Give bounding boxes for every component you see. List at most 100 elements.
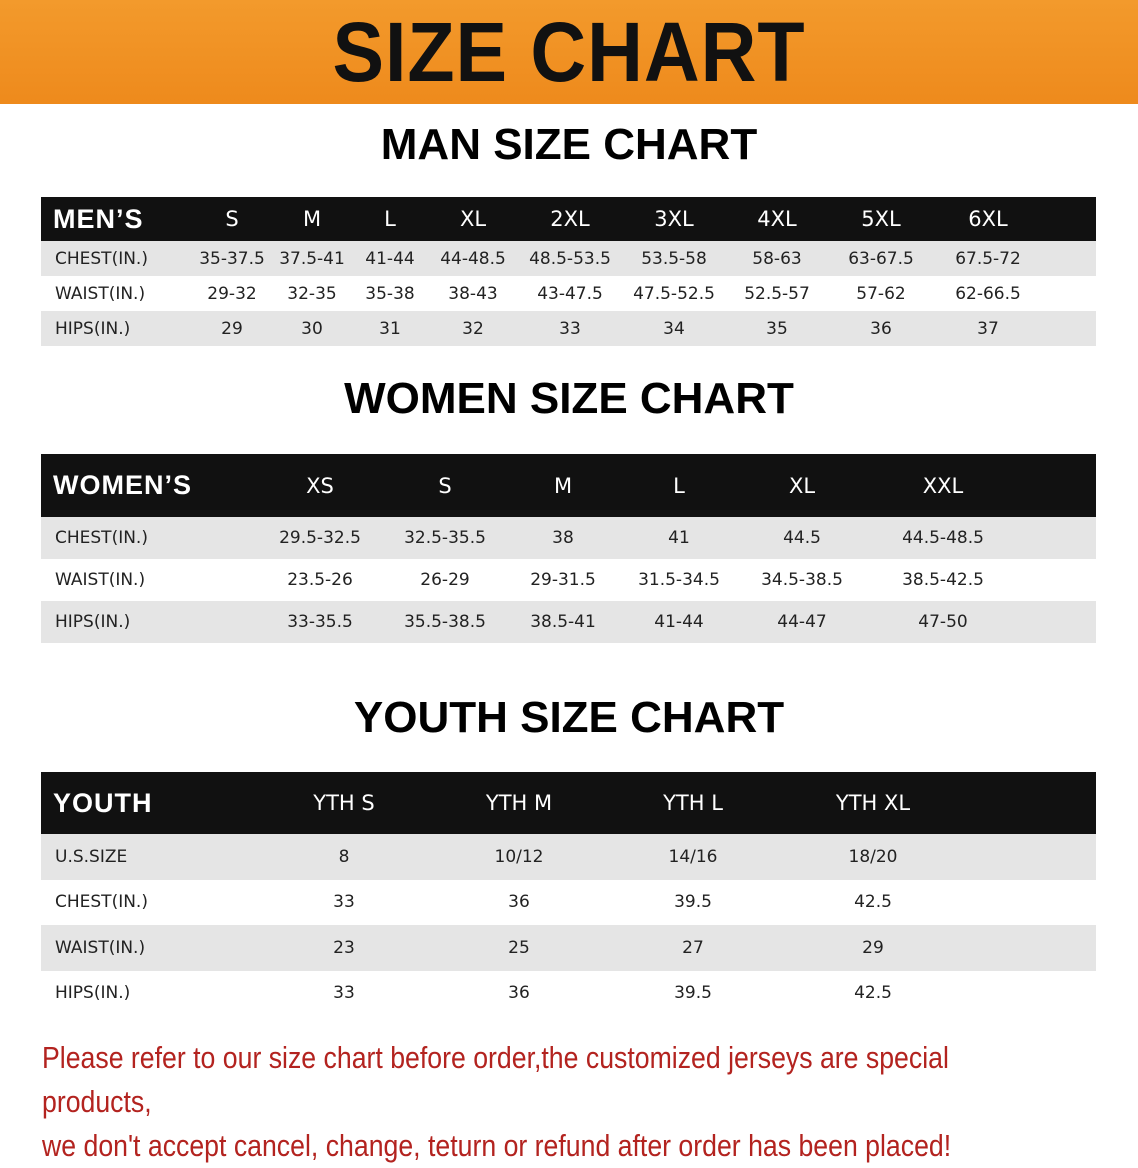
measurement-cell: 58-63 [725, 241, 829, 276]
measurement-cell: 31.5-34.5 [620, 559, 738, 601]
measurement-cell: 67.5-72 [933, 241, 1043, 276]
order-notice: Please refer to our size chart before or… [42, 1036, 979, 1168]
table-row: HIPS(IN.) 29 30 31 32 33 34 35 36 37 [41, 311, 1096, 346]
women-size-table: WOMEN’S XS S M L XL XXL CHEST(IN.) 29.5-32.5 32.5… [41, 454, 1096, 643]
size-header: YTH S [257, 772, 431, 834]
men-size-table: MEN’S S M L XL 2XL 3XL 4XL 5XL 6XL CHEST(IN.) 35-37… [41, 197, 1096, 346]
measurement-cell: 57-62 [829, 276, 933, 311]
measurement-cell: 38.5-41 [506, 601, 620, 643]
measurement-cell: 26-29 [384, 559, 506, 601]
size-header: L [351, 197, 429, 241]
measurement-cell: 37.5-41 [273, 241, 351, 276]
measurement-cell: 34.5-38.5 [738, 559, 866, 601]
notice-line: we don't accept cancel, change, teturn o… [42, 1128, 952, 1163]
measurement-cell: 42.5 [779, 970, 967, 1016]
measurement-cell: 44.5 [738, 517, 866, 559]
size-header: XL [429, 197, 517, 241]
table-row: CHEST(IN.) 33 36 39.5 42.5 [41, 879, 1096, 925]
size-header: 3XL [623, 197, 725, 241]
size-header: 6XL [933, 197, 1043, 241]
measurement-cell: 44-47 [738, 601, 866, 643]
spacer-cell [1043, 311, 1096, 346]
size-header: 5XL [829, 197, 933, 241]
size-header: M [506, 454, 620, 517]
spacer-cell [967, 970, 1096, 1016]
men-title: MAN SIZE CHART [380, 120, 758, 169]
measurement-cell: 53.5-58 [623, 241, 725, 276]
measurement-cell: 29-32 [191, 276, 273, 311]
size-header: 2XL [517, 197, 623, 241]
measurement-cell: 8 [257, 834, 431, 880]
row-label: CHEST(IN.) [41, 517, 256, 559]
measurement-cell: 47.5-52.5 [623, 276, 725, 311]
table-row: HIPS(IN.) 33 36 39.5 42.5 [41, 970, 1096, 1016]
measurement-cell: 25 [431, 925, 607, 971]
size-header: YTH XL [779, 772, 967, 834]
measurement-cell: 33 [257, 879, 431, 925]
banner: SIZE CHART [0, 0, 1138, 104]
header-row: WOMEN’S XS S M L XL XXL [41, 454, 1096, 517]
measurement-cell: 30 [273, 311, 351, 346]
measurement-cell: 18/20 [779, 834, 967, 880]
spacer-cell [967, 834, 1096, 880]
table-row: WAIST(IN.) 29-32 32-35 35-38 38-43 43-47.5 47.… [41, 276, 1096, 311]
measurement-cell: 44-48.5 [429, 241, 517, 276]
measurement-cell: 34 [623, 311, 725, 346]
measurement-cell: 32-35 [273, 276, 351, 311]
size-header: M [273, 197, 351, 241]
size-header: XXL [866, 454, 1020, 517]
measurement-cell: 36 [431, 970, 607, 1016]
measurement-cell: 41-44 [620, 601, 738, 643]
measurement-cell: 36 [829, 311, 933, 346]
measurement-cell: 37 [933, 311, 1043, 346]
size-header: YTH M [431, 772, 607, 834]
table-label: YOUTH [41, 772, 257, 834]
spacer-cell [1043, 276, 1096, 311]
measurement-cell: 29 [779, 925, 967, 971]
spacer-cell [1043, 241, 1096, 276]
measurement-cell: 41-44 [351, 241, 429, 276]
spacer-cell [1020, 601, 1096, 643]
measurement-cell: 29 [191, 311, 273, 346]
size-header: S [191, 197, 273, 241]
measurement-cell: 48.5-53.5 [517, 241, 623, 276]
size-header: L [620, 454, 738, 517]
spacer-cell [1020, 517, 1096, 559]
measurement-cell: 27 [607, 925, 779, 971]
measurement-cell: 31 [351, 311, 429, 346]
row-label: HIPS(IN.) [41, 601, 256, 643]
measurement-cell: 44.5-48.5 [866, 517, 1020, 559]
row-label: HIPS(IN.) [41, 311, 191, 346]
header-row: YOUTH YTH S YTH M YTH L YTH XL [41, 772, 1096, 834]
table-row: WAIST(IN.) 23.5-26 26-29 29-31.5 31.5-34.5 34… [41, 559, 1096, 601]
measurement-cell: 33-35.5 [256, 601, 384, 643]
measurement-cell: 43-47.5 [517, 276, 623, 311]
measurement-cell: 63-67.5 [829, 241, 933, 276]
header-spacer [1043, 197, 1096, 241]
table-row: HIPS(IN.) 33-35.5 35.5-38.5 38.5-41 41-44 44-… [41, 601, 1096, 643]
header-row: MEN’S S M L XL 2XL 3XL 4XL 5XL 6XL [41, 197, 1096, 241]
row-label: CHEST(IN.) [41, 879, 257, 925]
measurement-cell: 10/12 [431, 834, 607, 880]
table-row: U.S.SIZE 8 10/12 14/16 18/20 [41, 834, 1096, 880]
size-header: S [384, 454, 506, 517]
table-row: CHEST(IN.) 29.5-32.5 32.5-35.5 38 41 44.5 44.5… [41, 517, 1096, 559]
women-title: WOMEN SIZE CHART [344, 374, 794, 423]
measurement-cell: 32.5-35.5 [384, 517, 506, 559]
youth-size-table: YOUTH YTH S YTH M YTH L YTH XL U.S.SIZE 8 10/12… [41, 772, 1096, 1016]
header-spacer [967, 772, 1096, 834]
measurement-cell: 39.5 [607, 879, 779, 925]
measurement-cell: 32 [429, 311, 517, 346]
measurement-cell: 42.5 [779, 879, 967, 925]
measurement-cell: 38.5-42.5 [866, 559, 1020, 601]
measurement-cell: 33 [257, 970, 431, 1016]
banner-title: SIZE CHART [332, 4, 806, 99]
header-spacer [1020, 454, 1096, 517]
measurement-cell: 35-38 [351, 276, 429, 311]
table-row: WAIST(IN.) 23 25 27 29 [41, 925, 1096, 971]
measurement-cell: 38-43 [429, 276, 517, 311]
measurement-cell: 35 [725, 311, 829, 346]
row-label: WAIST(IN.) [41, 559, 256, 601]
measurement-cell: 14/16 [607, 834, 779, 880]
size-header: YTH L [607, 772, 779, 834]
